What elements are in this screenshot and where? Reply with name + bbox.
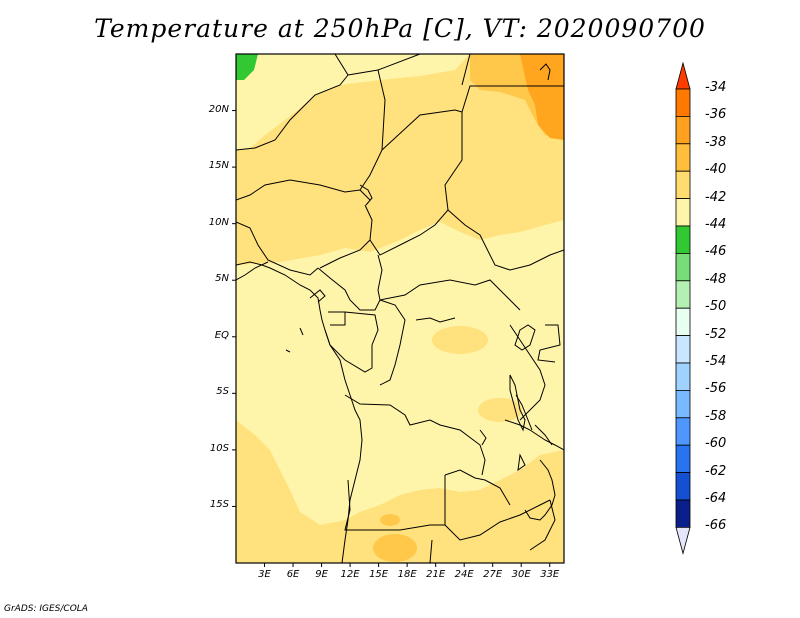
lat-tick-label: 5N <box>215 273 229 285</box>
colorbar-level-label: -60 <box>705 436 727 452</box>
lon-tick-label: 21E <box>426 569 446 580</box>
lat-tick-label: 10N <box>208 216 229 228</box>
colorbar-segment <box>675 198 691 227</box>
colorbar-level-label: -34 <box>705 80 727 95</box>
colorbar-segment <box>675 444 691 474</box>
colorbar-segment <box>675 225 691 254</box>
lon-tick-label: 9E <box>315 569 328 580</box>
colorbar-level-label: -36 <box>705 107 727 123</box>
lon-tick-label: 27E <box>483 569 503 580</box>
colorbar-segment <box>675 116 691 145</box>
lon-ticks <box>264 563 551 567</box>
country-borders <box>236 54 564 563</box>
field-m44-m42-north <box>236 54 470 150</box>
coastline <box>236 63 556 563</box>
lat-tick-label: EQ <box>214 329 229 341</box>
colorbar-segment <box>675 307 691 337</box>
colorbar-segment <box>675 335 691 364</box>
field-m38-m36-ne <box>520 54 564 140</box>
colorbar-top-arrow <box>675 61 691 90</box>
colorbar-segment <box>675 252 691 282</box>
lat-tick-label: 15N <box>208 160 229 172</box>
lat-tick-label: 10S <box>209 442 229 454</box>
field-m40-m38-spot <box>373 534 417 562</box>
lon-tick-label: 24E <box>454 569 474 580</box>
lat-ticks <box>232 110 236 507</box>
lat-tick-label: 20N <box>208 103 229 115</box>
lon-tick-label: 12E <box>340 569 360 580</box>
colorbar-segment <box>675 170 691 199</box>
colorbar-level-label: -66 <box>705 518 727 534</box>
colorbar-segment <box>675 362 691 391</box>
colorbar-level-label: -58 <box>705 408 727 424</box>
colorbar-segment <box>675 143 691 172</box>
colorbar-level-label: -64 <box>705 491 727 506</box>
colorbar-level-label: -54 <box>705 354 727 369</box>
colorbar-segment <box>675 389 691 419</box>
lat-tick-label: 15S <box>209 499 229 511</box>
field-m44-m42-central <box>236 220 564 525</box>
colorbar-segment <box>675 472 691 501</box>
colorbar-segment <box>675 417 691 446</box>
colorbar-level-label: -38 <box>705 134 727 150</box>
colorbar-segment <box>675 280 691 309</box>
colorbar-level-label: -52 <box>705 326 727 342</box>
lon-tick-label: 30E <box>511 569 531 580</box>
colorbar-level-label: -44 <box>705 217 727 232</box>
field-m42-m40-spot <box>432 326 488 354</box>
colorbar-level-label: -40 <box>705 162 727 178</box>
field-lt-m44 <box>236 54 258 80</box>
chart-title: Temperature at 250hPa [C], VT: 202009070… <box>94 14 706 43</box>
colorbar-level-label: -62 <box>705 463 727 479</box>
lat-tick-label: 5S <box>216 386 229 398</box>
temperature-field <box>236 54 564 563</box>
lon-tick-label: 18E <box>397 569 417 580</box>
colorbar-segment <box>675 88 691 117</box>
colorbar <box>675 61 691 555</box>
colorbar-level-label: -46 <box>705 244 727 260</box>
colorbar-level-label: -42 <box>705 189 727 205</box>
lon-tick-label: 6E <box>286 569 300 580</box>
credit-text: GrADS: IGES/COLA <box>4 604 88 614</box>
lon-tick-label: 15E <box>369 569 389 580</box>
plot-frame <box>235 53 565 564</box>
lon-tick-label: 3E <box>258 569 271 580</box>
colorbar-level-label: -56 <box>705 381 727 397</box>
colorbar-level-label: -48 <box>705 271 727 287</box>
colorbar-segment <box>675 499 691 528</box>
lon-tick-label: 33E <box>540 569 560 580</box>
field-m40-m38-spot <box>380 514 400 526</box>
colorbar-bottom-arrow <box>675 527 691 555</box>
colorbar-level-label: -50 <box>705 299 727 315</box>
field-m42-m40-spot <box>478 398 522 422</box>
